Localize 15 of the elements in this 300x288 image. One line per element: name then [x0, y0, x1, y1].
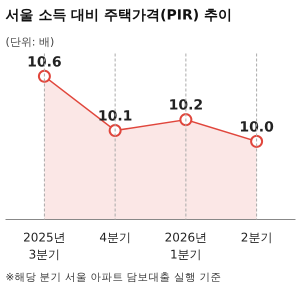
- point: [38, 70, 51, 83]
- data-label: 10.1: [98, 108, 132, 125]
- data-label: 10.6: [27, 54, 62, 70]
- data-label: 10.0: [239, 119, 274, 136]
- chart-subtitle: (단위: 배): [6, 36, 54, 48]
- x-tick-label: 2026년 1분기: [164, 230, 208, 262]
- point: [250, 134, 264, 148]
- annotation: ※해당 분기 서울 아파트 담보대출 실행 기준: [6, 272, 222, 284]
- x-tick-label: 2025년 3분기: [23, 230, 66, 262]
- data-label: 10.2: [168, 98, 204, 114]
- x-tick-label: 2분기: [240, 230, 272, 244]
- chart-title: 서울 소득 대비 주택가격(PIR) 추이: [6, 8, 232, 24]
- x-tick-label: 4분기: [99, 230, 131, 244]
- point: [179, 113, 192, 126]
- point: [108, 124, 122, 138]
